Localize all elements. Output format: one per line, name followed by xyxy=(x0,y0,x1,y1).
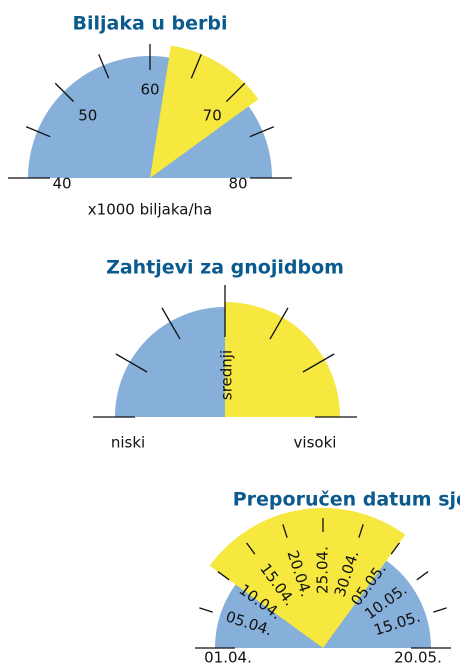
tick-mark xyxy=(416,571,429,581)
tick-mark xyxy=(199,607,213,613)
tick-mark xyxy=(302,353,335,373)
tick-mark xyxy=(246,542,256,555)
tick-mark xyxy=(54,82,75,103)
tick-label: 80 xyxy=(228,175,247,193)
tick-mark xyxy=(25,126,51,138)
date-label: 01.04. xyxy=(204,649,252,666)
high-half xyxy=(225,302,340,417)
tick-label: 60 xyxy=(140,81,159,99)
tick-mark xyxy=(161,307,181,340)
highlight-wedge xyxy=(209,508,406,648)
tick-mark xyxy=(98,53,110,79)
date-label: 20.05. xyxy=(394,649,442,666)
label: niski xyxy=(111,434,145,452)
gauge-title: Zahtjevi za gnojidbom xyxy=(106,257,344,279)
gauge-title: Preporučen datum sjetve xyxy=(233,489,460,511)
label: srednji xyxy=(218,350,236,400)
tick-mark xyxy=(282,524,288,538)
tick-label: 70 xyxy=(203,106,222,124)
low-half xyxy=(115,307,225,417)
gauge-base xyxy=(28,56,272,178)
tick-mark xyxy=(269,307,289,340)
tick-mark xyxy=(225,82,246,103)
label: visoki xyxy=(294,434,337,452)
unit-label: x1000 biljaka/ha xyxy=(88,201,212,219)
tick-mark xyxy=(358,524,364,538)
tick-mark xyxy=(115,353,148,373)
highlight-wedge xyxy=(150,45,259,178)
tick-mark xyxy=(433,607,447,613)
tick-mark xyxy=(217,571,230,581)
tick-mark xyxy=(190,53,202,79)
tick-mark xyxy=(249,126,275,138)
date-label: 25.04. xyxy=(314,546,332,594)
tick-label: 40 xyxy=(52,175,71,193)
tick-label: 50 xyxy=(78,106,97,124)
tick-mark xyxy=(390,542,400,555)
gauge-title: Biljaka u berbi xyxy=(72,13,227,35)
